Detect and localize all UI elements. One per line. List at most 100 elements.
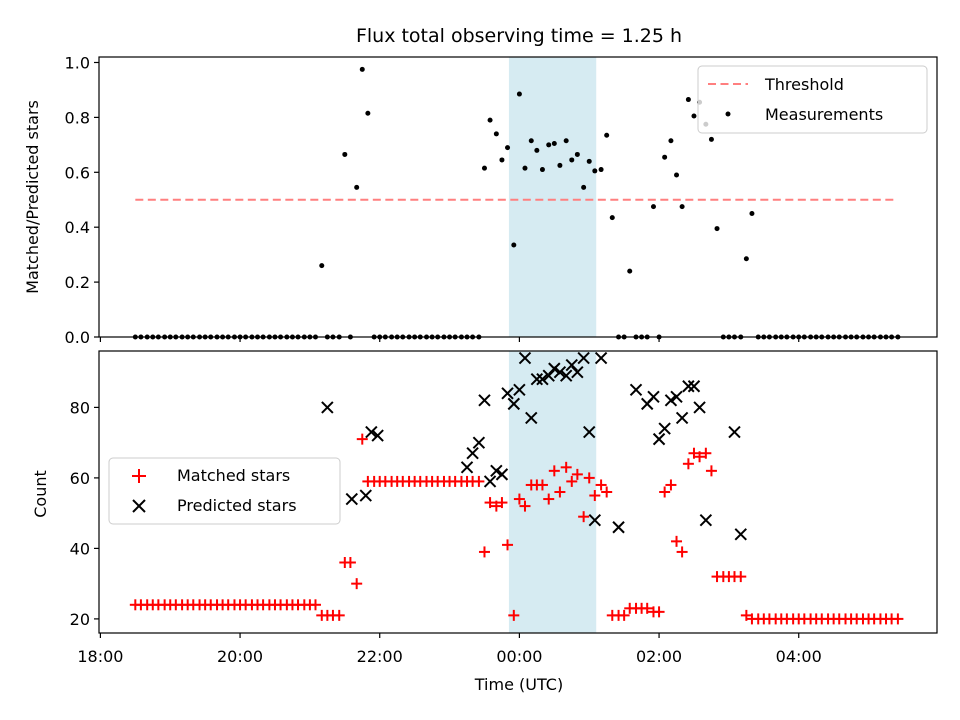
measurement-point [511, 242, 517, 248]
measurement-point [487, 117, 493, 123]
matched-star-marker [478, 546, 490, 558]
top-highlight-span [508, 57, 597, 337]
matched-star-marker [554, 486, 566, 498]
predicted-star-marker [530, 372, 544, 386]
measurement-point [522, 165, 528, 171]
measurement-point [685, 97, 691, 103]
bottom-legend: Matched stars Predicted stars [108, 457, 341, 525]
bottom-highlight-span [508, 351, 597, 633]
measurement-point [650, 204, 656, 210]
bottom-y-tick-label: 80 [70, 398, 90, 417]
legend-matched-swatch [132, 469, 146, 483]
matched-star-marker [688, 447, 700, 459]
measurement-point [679, 204, 685, 210]
matched-star-marker [508, 609, 520, 621]
legend-measurements-swatch [725, 111, 731, 117]
measurement-point [708, 136, 714, 142]
predicted-star-marker [460, 461, 474, 474]
predicted-star-marker [321, 401, 334, 414]
measurement-point [557, 162, 563, 168]
matched-star-marker [513, 493, 525, 505]
measurement-point [743, 256, 749, 262]
predicted-star-marker [594, 351, 608, 365]
top-y-tick-label: 1.0 [65, 53, 90, 72]
matched-star-marker [566, 475, 578, 487]
legend-predicted-swatch [132, 499, 146, 513]
measurement-point [627, 268, 633, 274]
predicted-star-marker [571, 365, 584, 379]
measurement-point [499, 157, 505, 163]
matched-star-marker [694, 451, 706, 463]
legend-matched-label: Matched stars [177, 466, 290, 485]
matched-star-marker [595, 479, 607, 491]
measurement-point [691, 113, 697, 119]
matched-star-marker [536, 479, 548, 491]
predicted-star-marker [629, 383, 643, 396]
matched-star-marker [740, 609, 752, 621]
top-legend: Threshold Measurements [697, 65, 928, 134]
measurement-point [319, 263, 325, 269]
top-y-tick-label: 0.8 [65, 108, 90, 127]
measurement-point [539, 167, 545, 173]
bottom-x-tick-label: 18:00 [77, 647, 123, 666]
legend-measurements-label: Measurements [765, 105, 883, 124]
measurement-point [505, 145, 511, 151]
bottom-y-axis-label: Count [31, 470, 50, 518]
predicted-star-marker [577, 351, 590, 365]
measurement-point [342, 151, 348, 157]
measurement-point [609, 215, 615, 221]
bottom-y-tick-label: 40 [70, 539, 90, 558]
measurement-point [714, 226, 720, 232]
matched-star-marker [735, 571, 747, 583]
top-y-tick-label: 0.2 [65, 273, 90, 292]
matched-star-marker [548, 465, 560, 477]
top-y-tick-label: 0.0 [65, 328, 90, 347]
predicted-star-marker [365, 425, 378, 439]
measurement-point [481, 165, 487, 171]
bottom-x-tick-label: 02:00 [636, 647, 682, 666]
bottom-y-tick-label: 20 [70, 610, 90, 629]
measurement-point [493, 131, 499, 137]
matched-star-marker [892, 613, 904, 625]
predicted-star-marker [612, 521, 625, 534]
predicted-star-marker [734, 528, 747, 541]
bottom-x-tick-label: 04:00 [776, 647, 822, 666]
top-legend-box [697, 65, 928, 134]
bottom-x-ticks: 18:00 20:00 22:00 00:00 02:00 04:00 [77, 633, 822, 666]
matched-star-marker [543, 493, 555, 505]
predicted-star-marker [345, 492, 359, 506]
matched-star-marker [653, 606, 665, 618]
top-y-tick-label: 0.4 [65, 218, 90, 237]
matched-star-marker [618, 609, 630, 621]
matched-star-marker [344, 557, 356, 568]
predicted-star-marker [682, 380, 695, 393]
matched-star-marker [351, 578, 363, 590]
matched-star-marker [641, 602, 653, 614]
predicted-star-marker [483, 475, 497, 488]
matched-star-marker [659, 486, 671, 498]
matched-star-marker [700, 447, 712, 459]
predicted-star-marker [525, 411, 538, 425]
measurement-point [598, 167, 604, 173]
predicted-star-marker [490, 464, 503, 478]
predicted-star-marker [583, 425, 596, 439]
bottom-x-tick-label: 00:00 [496, 647, 542, 666]
measurement-point [534, 147, 540, 153]
predicted-star-marker [559, 369, 573, 382]
legend-predicted-label: Predicted stars [177, 496, 297, 515]
measurement-point [586, 158, 592, 164]
predicted-star-marker [548, 362, 561, 375]
predicted-star-marker [536, 372, 549, 386]
matched-star-marker [333, 609, 345, 621]
matched-star-marker [601, 486, 613, 498]
predicted-star-marker [359, 489, 372, 502]
predicted-star-marker [495, 468, 509, 481]
bottom-y-tick-label: 60 [70, 469, 90, 488]
predicted-star-marker [466, 447, 479, 460]
predicted-star-marker [670, 390, 683, 404]
matched-star-marker [484, 497, 496, 509]
bottom-y-ticks: 20 40 60 80 [70, 398, 99, 629]
matched-star-marker [356, 433, 368, 445]
